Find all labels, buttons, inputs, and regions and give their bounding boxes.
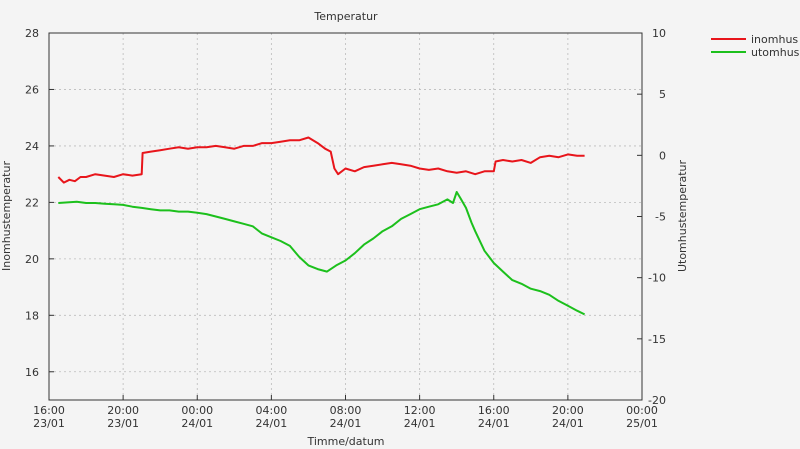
x-tick-label-date: 24/01 xyxy=(330,417,362,430)
y-right-tick-label: -15 xyxy=(648,333,666,346)
y-left-tick-label: 26 xyxy=(25,83,39,96)
x-tick-label-date: 24/01 xyxy=(404,417,436,430)
legend: inomhus utomhus xyxy=(711,33,800,59)
x-tick-label-date: 24/01 xyxy=(478,417,510,430)
y-left-tick-label: 18 xyxy=(25,309,39,322)
chart-title: Temperatur xyxy=(313,10,378,23)
legend-label-utomhus: utomhus xyxy=(751,46,800,59)
y-right-tick-label: 0 xyxy=(659,149,666,162)
y-right-tick-label: -20 xyxy=(648,394,666,407)
y-left-tick-label: 24 xyxy=(25,140,39,153)
x-tick-label-time: 20:00 xyxy=(107,404,139,417)
x-tick-label-time: 12:00 xyxy=(404,404,436,417)
x-tick-label-date: 25/01 xyxy=(626,417,658,430)
y-right-tick-label: -10 xyxy=(648,272,666,285)
grid xyxy=(49,33,642,400)
x-tick-label-time: 04:00 xyxy=(256,404,288,417)
x-axis-label: Timme/datum xyxy=(306,435,384,448)
legend-label-inomhus: inomhus xyxy=(751,33,798,46)
x-tick-label-date: 24/01 xyxy=(552,417,584,430)
x-tick-label-time: 20:00 xyxy=(552,404,584,417)
x-tick-label-time: 16:00 xyxy=(478,404,510,417)
series-line-inomhus xyxy=(57,136,585,184)
series-lines xyxy=(57,136,586,316)
y-left-tick-label: 28 xyxy=(25,27,39,40)
x-tick-label-date: 24/01 xyxy=(256,417,288,430)
x-tick-label-time: 00:00 xyxy=(181,404,213,417)
x-tick-label-date: 23/01 xyxy=(33,417,65,430)
ticks: 16:0023/0120:0023/0100:0024/0104:0024/01… xyxy=(25,27,666,430)
x-tick-label-time: 16:00 xyxy=(33,404,65,417)
x-tick-label-date: 24/01 xyxy=(181,417,213,430)
y-right-tick-label: -5 xyxy=(655,211,666,224)
x-tick-label-date: 23/01 xyxy=(107,417,139,430)
series-line-utomhus xyxy=(58,191,586,316)
x-tick-label-time: 08:00 xyxy=(330,404,362,417)
y-left-tick-label: 22 xyxy=(25,196,39,209)
y-right-tick-label: 5 xyxy=(659,88,666,101)
y-axis-right-label: Utomhustemperatur xyxy=(676,159,689,272)
y-left-tick-label: 16 xyxy=(25,366,39,379)
x-tick-label-time: 00:00 xyxy=(626,404,658,417)
y-axis-left-label: Inomhustemperatur xyxy=(0,161,13,271)
y-left-tick-label: 20 xyxy=(25,253,39,266)
y-right-tick-label: 10 xyxy=(652,27,666,40)
